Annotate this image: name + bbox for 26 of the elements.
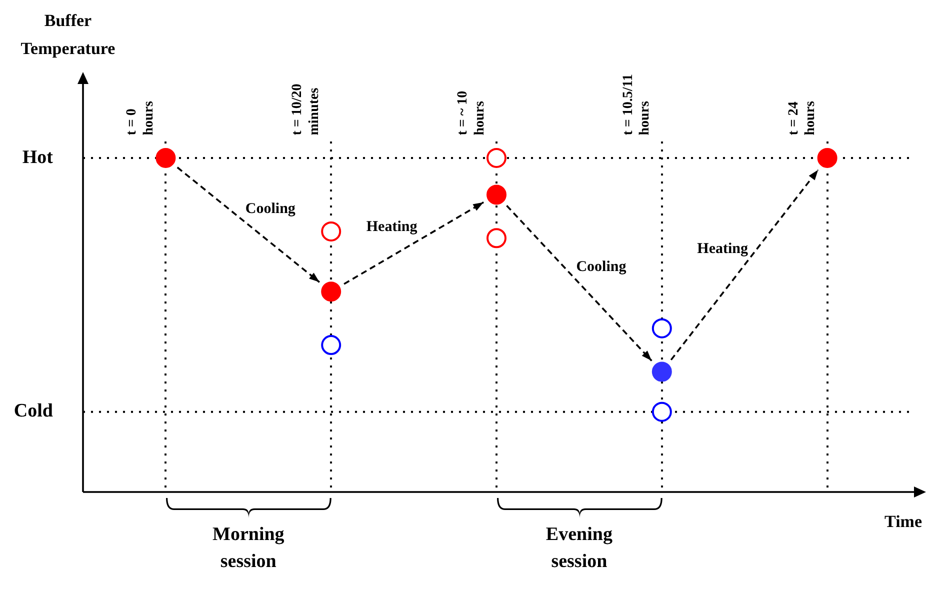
x-tick-label: t = 24 hours	[786, 100, 818, 136]
annotation: Heating	[697, 240, 749, 257]
point	[652, 318, 672, 338]
ref-line-label: Hot	[22, 146, 54, 168]
point	[321, 282, 342, 302]
ref-line-label: Cold	[14, 400, 54, 422]
point	[486, 184, 506, 205]
x-axis-title: Time	[884, 512, 922, 531]
annotation: Cooling	[576, 259, 627, 276]
point	[321, 221, 342, 242]
point	[321, 335, 342, 356]
point	[156, 148, 176, 168]
point	[486, 148, 506, 168]
x-tick-label: t = 10/20 minutes	[290, 84, 322, 136]
annotation: Heating	[366, 219, 418, 236]
point	[652, 402, 672, 422]
annotation: Cooling	[245, 200, 296, 217]
text: Evening session	[546, 524, 613, 572]
text: Morning session	[212, 524, 285, 572]
x-tick-label: t = ~ 10 hours	[456, 90, 488, 136]
point	[652, 362, 672, 382]
y-axis-title: Buffer Temperature	[20, 11, 116, 58]
point	[486, 228, 506, 248]
x-tick-label: t = 10.5/11 hours	[620, 74, 653, 136]
point	[817, 148, 838, 168]
x-tick-label: t = 0 hours	[124, 100, 157, 136]
